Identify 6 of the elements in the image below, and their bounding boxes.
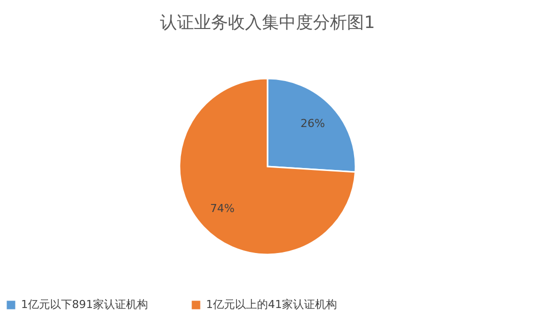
pie-slice — [178, 78, 356, 256]
data-label: 74% — [210, 202, 235, 215]
data-label: 26% — [300, 117, 325, 130]
legend-label: 1亿元以下891家认证机构 — [21, 298, 148, 311]
chart-title: 认证业务收入集中度分析图1 — [160, 13, 375, 33]
legend-label: 1亿元以上的41家认证机构 — [206, 298, 337, 311]
